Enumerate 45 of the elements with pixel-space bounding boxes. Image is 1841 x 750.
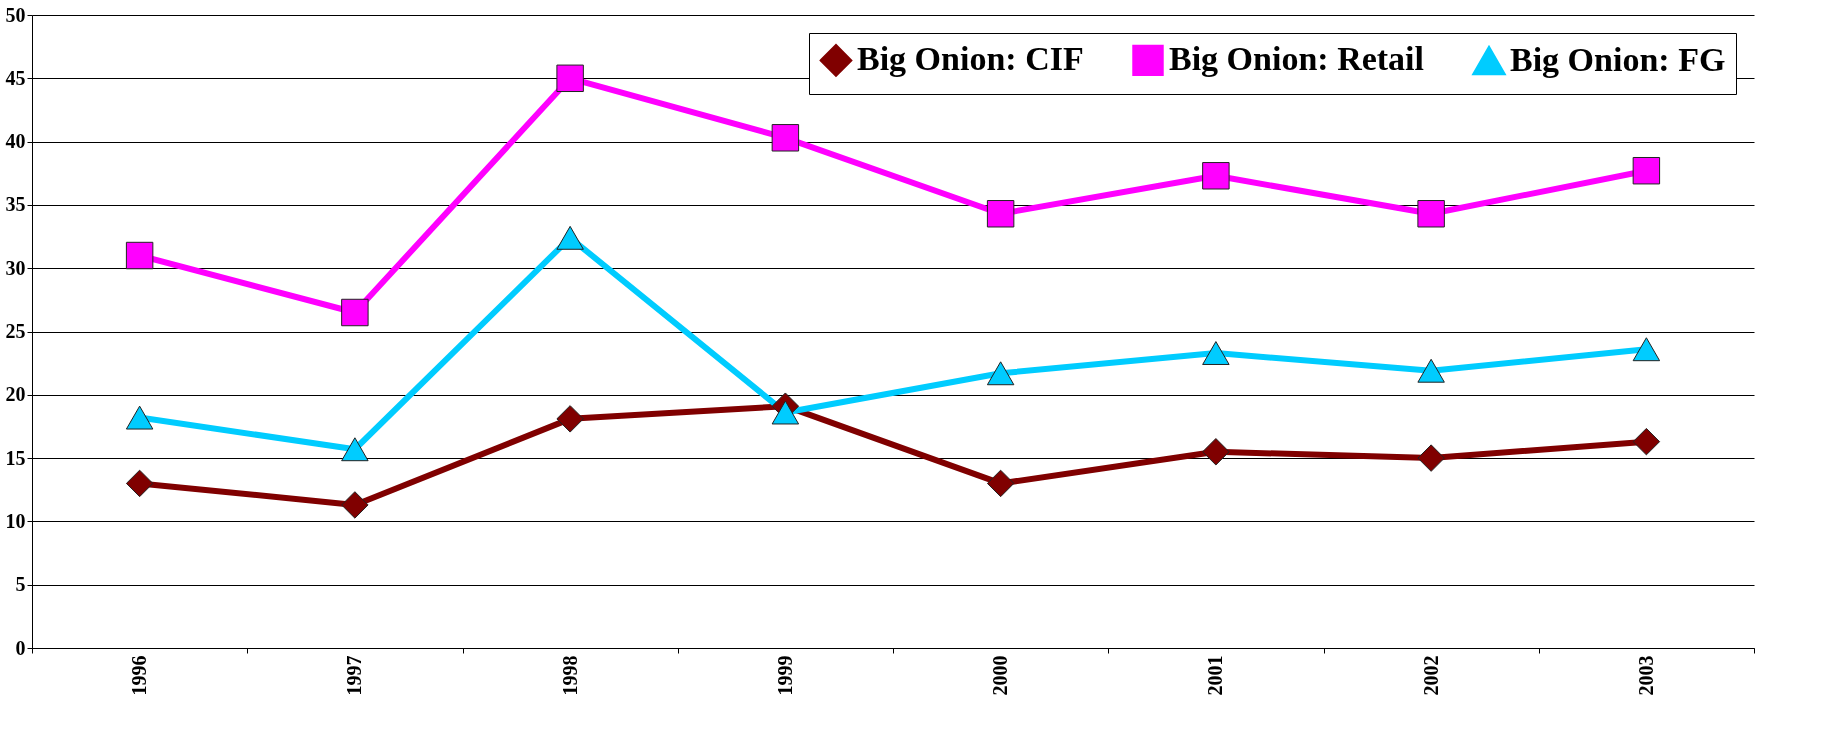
- point: [125, 405, 154, 430]
- x-tick-label: 2003: [1634, 655, 1657, 696]
- y-tick-label: 30: [5, 256, 26, 279]
- y-tick-label: 35: [5, 193, 26, 216]
- point: [556, 405, 584, 433]
- x-tick-label: 2002: [1419, 655, 1442, 696]
- point: [1202, 438, 1230, 466]
- point: [1632, 337, 1661, 362]
- point: [125, 469, 154, 498]
- y-tick-label: 0: [15, 636, 26, 659]
- point: [1632, 427, 1661, 456]
- x-tick-label: 1999: [773, 655, 796, 696]
- point: [986, 469, 1015, 498]
- point: [125, 241, 154, 270]
- legend-label: Big Onion: Retail: [1169, 40, 1425, 78]
- y-tick-label: 15: [5, 446, 26, 469]
- point: [556, 225, 584, 250]
- point: [1632, 156, 1661, 185]
- point: [556, 64, 584, 93]
- y-tick-label: 5: [15, 573, 26, 596]
- x-tick-label: 1997: [343, 655, 366, 696]
- legend-label: Big Onion: FG: [1510, 41, 1726, 79]
- x-tick-label: 2001: [1204, 655, 1227, 696]
- y-tick-label: 45: [5, 66, 26, 89]
- point: [771, 400, 800, 425]
- x-tick-label: 1996: [128, 655, 151, 696]
- point: [1417, 444, 1445, 472]
- point: [341, 298, 369, 327]
- point: [1417, 200, 1445, 228]
- point: [1202, 162, 1230, 190]
- legend-label: Big Onion: CIF: [857, 40, 1084, 78]
- y-tick-label: 10: [5, 509, 26, 532]
- point: [1202, 341, 1230, 365]
- point: [986, 361, 1015, 386]
- point: [341, 437, 369, 462]
- x-tick-label: 2000: [989, 655, 1012, 696]
- point: [771, 124, 800, 152]
- y-tick-label: 20: [5, 383, 26, 406]
- point: [341, 491, 369, 519]
- y-tick-label: 50: [5, 3, 26, 26]
- x-tick-label: 1998: [558, 655, 581, 696]
- point: [986, 200, 1015, 228]
- y-tick-label: 40: [5, 130, 26, 153]
- point: [1417, 358, 1445, 383]
- y-tick-label: 25: [5, 320, 26, 342]
